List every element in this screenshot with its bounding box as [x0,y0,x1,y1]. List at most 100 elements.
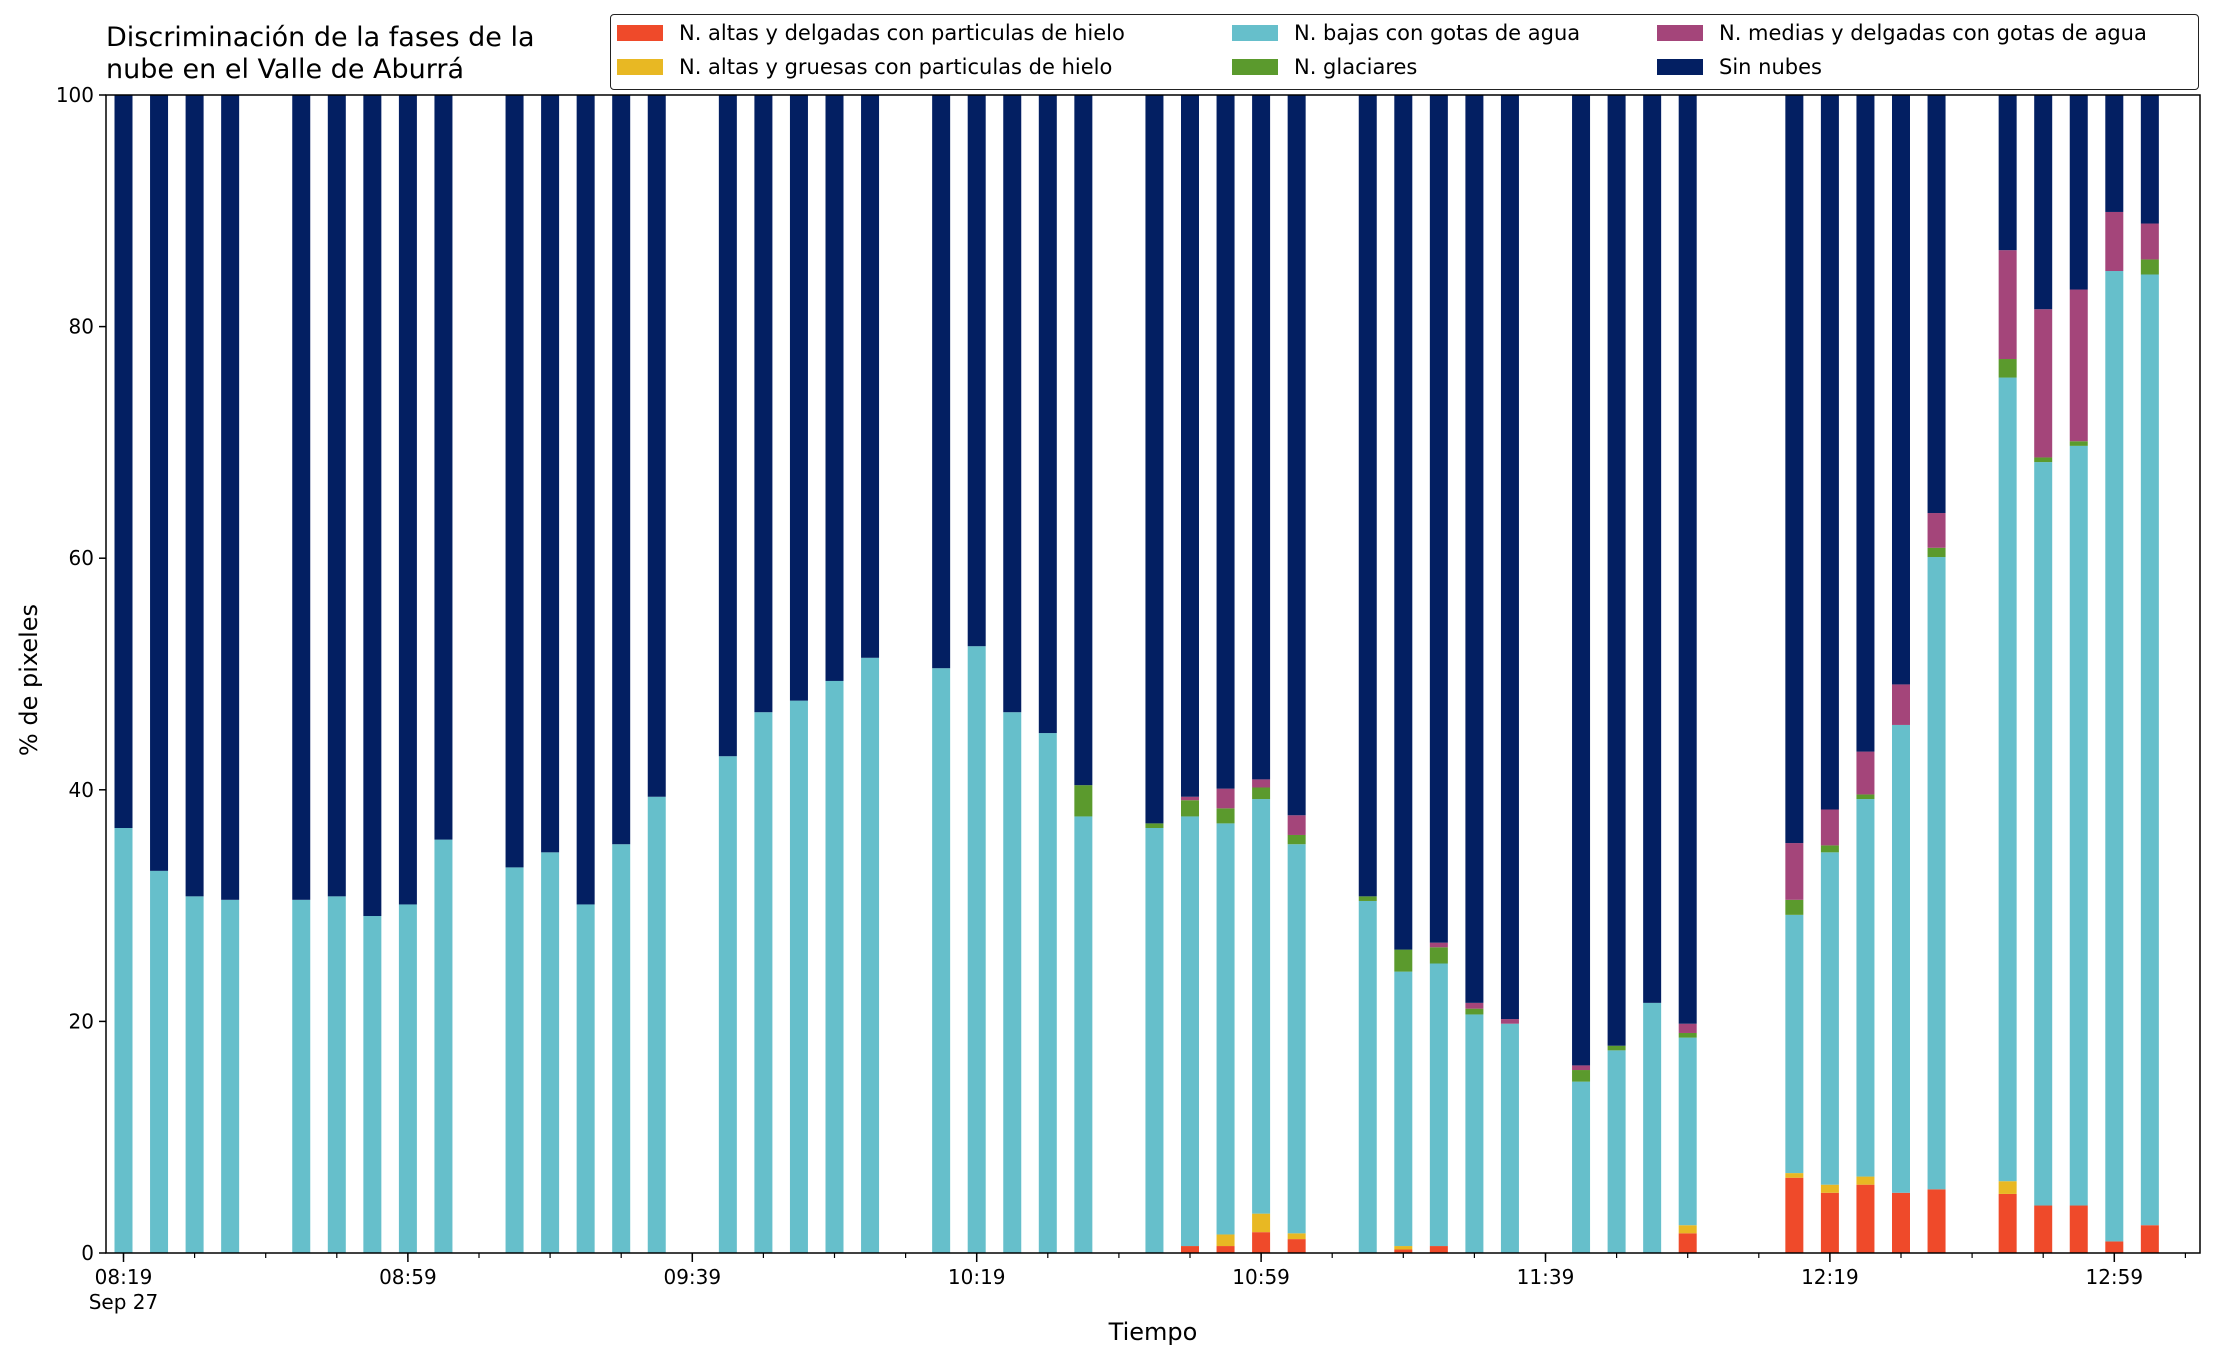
bar-segment [1892,684,1910,725]
bar-segment [1287,1239,1306,1253]
bar-segment [1181,816,1199,1247]
bar-segment [2069,95,2088,290]
bar-stack [2034,95,2053,1253]
bar-segment [1572,1065,1591,1071]
bar-segment [1429,942,1448,948]
bar-segment [1998,359,2017,378]
bar-segment [1998,1181,2017,1194]
bar-stack [221,95,240,1253]
bar-segment [1927,547,1946,558]
bar-segment [967,646,986,1253]
bar-segment [1181,800,1199,817]
bar-segment [114,95,133,829]
bar-segment [1181,95,1199,797]
bar-stack [505,95,524,1253]
bar-segment [1074,95,1093,786]
bar-segment [1287,1233,1306,1240]
x-axis-label: Tiempo [1108,1318,1198,1346]
bar-segment [861,95,880,658]
legend-item: N. altas y gruesas con particulas de hie… [617,55,1112,79]
bar-segment [434,839,453,1253]
bar-segment [1856,1176,1875,1185]
bar-segment [1785,95,1804,844]
bar-stack [1003,95,1022,1253]
bar-segment [1856,1184,1875,1253]
bar-segment [150,95,169,871]
bar-segment [398,95,417,905]
bar-segment [1785,843,1804,900]
bar-segment [1572,95,1591,1066]
bar-segment [2069,441,2088,446]
bar-stack [789,95,808,1253]
x-tick-label: 12:19 [1801,1265,1859,1289]
bar-segment [1394,1249,1413,1253]
bar-segment [1216,1246,1235,1253]
bar-segment [505,867,524,1253]
x-tick-label: 08:19 [95,1265,153,1289]
bar-segment [1572,1070,1591,1082]
bar-segment [114,828,133,1253]
bar-stack [576,95,595,1253]
bar-segment [1216,1234,1235,1247]
bar-stack [1287,95,1306,1253]
bar-segment [1927,513,1946,548]
bar-segment [861,657,880,1253]
bar-segment [2069,1205,2088,1253]
bar-segment [541,852,560,1253]
bar-segment [1358,95,1377,897]
bar-segment [1678,1233,1697,1253]
legend-label: N. bajas con gotas de agua [1294,21,1581,45]
bar-segment [1856,95,1875,752]
x-tick-label: 12:59 [2085,1265,2143,1289]
legend-label: N. glaciares [1294,55,1418,79]
bar-segment [754,95,773,713]
legend-swatch [617,25,663,41]
bar-segment [1856,799,1875,1177]
bar-segment [932,668,951,1253]
bar-segment [1785,1177,1804,1253]
bar-stack [185,95,204,1253]
bar-stack [1429,95,1448,1253]
bar-segment [718,756,737,1253]
bar-segment [1287,95,1306,816]
bar-segment [718,95,737,757]
y-tick-label: 20 [69,1009,94,1033]
bar-segment [1465,1002,1484,1009]
bar-segment [647,95,666,797]
bar-segment [1394,95,1413,950]
bar-segment [1678,95,1697,1024]
bar-stack [1856,95,1875,1253]
bar-segment [2034,309,2053,458]
bar-stack [1820,95,1839,1253]
bar-stack [292,95,311,1253]
bar-segment [1287,815,1306,835]
legend: N. altas y delgadas con particulas de hi… [610,14,2199,90]
bar-segment [1287,834,1306,845]
bar-segment [185,95,204,897]
bar-segment [1998,250,2017,360]
bar-segment [576,95,595,905]
bar-segment [2105,95,2124,212]
bar-stack [1216,95,1235,1253]
bar-segment [1785,914,1804,1174]
bar-segment [2034,462,2053,1206]
bar-segment [1216,808,1235,824]
bar-segment [576,904,595,1253]
y-tick-label: 40 [69,778,94,802]
bar-segment [1998,95,2017,251]
bar-segment [2105,1241,2124,1253]
bar-segment [1678,1037,1697,1226]
bar-segment [612,844,631,1253]
bar-stack [1038,95,1057,1253]
bar-segment [1500,1023,1519,1253]
bar-segment [1003,95,1022,713]
bar-segment [1287,844,1306,1234]
bar-segment [1643,95,1662,1003]
bar-segment [1820,845,1839,853]
bar-stack [363,95,382,1253]
bar-segment [541,95,560,853]
bar-stack [1572,95,1591,1253]
x-tick-label: 08:59 [379,1265,437,1289]
chart-title: Discriminación de la fases de la nube en… [106,22,535,85]
bar-segment [327,95,346,897]
